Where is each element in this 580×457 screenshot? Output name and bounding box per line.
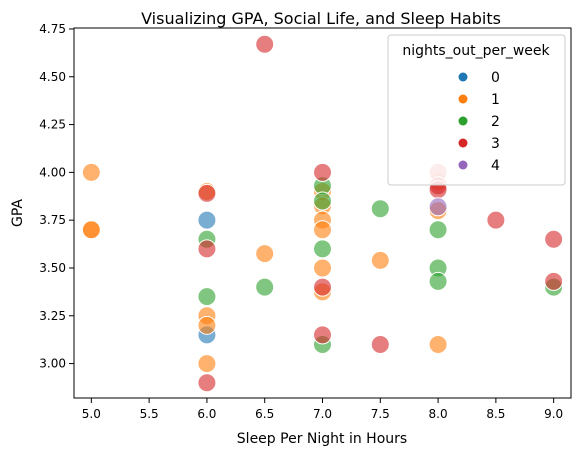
data-point	[197, 183, 217, 203]
legend-entries: 0 1 2 3 4	[458, 70, 500, 174]
x-tick-label: 7.0	[313, 407, 332, 421]
x-tick-label: 5.5	[140, 407, 159, 421]
data-point	[544, 271, 564, 291]
data-point	[255, 277, 275, 297]
legend-marker	[458, 116, 468, 126]
data-point	[370, 334, 390, 354]
legend-marker	[458, 94, 468, 104]
data-point	[197, 287, 217, 307]
data-point	[197, 210, 217, 230]
x-axis-label: Sleep Per Night in Hours	[237, 431, 407, 447]
y-tick-label: 4.25	[39, 118, 66, 132]
data-point	[428, 271, 448, 291]
data-point	[81, 162, 101, 182]
y-tick-label: 3.50	[39, 261, 66, 275]
data-point	[255, 34, 275, 54]
data-point	[313, 239, 332, 259]
data-point	[313, 191, 332, 211]
data-point	[313, 277, 332, 297]
data-point	[313, 162, 332, 182]
y-axis-label: GPA	[10, 199, 26, 227]
x-tick-label: 6.5	[255, 407, 274, 421]
legend-label: 1	[491, 92, 500, 108]
chart-title: Visualizing GPA, Social Life, and Sleep …	[141, 9, 501, 28]
legend-title: nights_out_per_week	[402, 43, 550, 59]
y-tick-label: 3.00	[39, 357, 66, 371]
data-points	[81, 34, 564, 393]
y-tick-label: 3.75	[39, 213, 66, 227]
data-point	[428, 197, 448, 217]
data-point	[370, 250, 390, 270]
legend-box	[387, 34, 566, 186]
y-tick-label: 3.25	[39, 309, 66, 323]
y-tick-label: 4.50	[39, 70, 66, 84]
legend-label: 2	[491, 114, 500, 130]
legend-marker	[458, 160, 468, 170]
data-point	[313, 220, 332, 240]
x-tick-label: 8.5	[486, 407, 505, 421]
data-point	[486, 210, 506, 230]
x-tick-label: 8.0	[429, 407, 448, 421]
legend-marker	[458, 72, 468, 82]
data-point	[197, 354, 217, 374]
data-point	[544, 229, 564, 249]
y-tick-label: 4.00	[39, 165, 66, 179]
data-point	[428, 220, 448, 240]
data-point	[255, 244, 275, 264]
y-axis-ticks: 3.00 3.25 3.50 3.75 4.00 4.25 4.50 4.75	[39, 22, 74, 371]
legend-label: 0	[491, 70, 500, 86]
y-tick-label: 4.75	[39, 22, 66, 36]
x-tick-label: 7.5	[371, 407, 390, 421]
data-point	[313, 258, 332, 278]
legend-marker	[458, 138, 468, 148]
legend-label: 4	[491, 158, 500, 174]
x-tick-label: 9.0	[544, 407, 563, 421]
x-tick-label: 6.0	[197, 407, 216, 421]
data-point	[428, 334, 448, 354]
data-point	[197, 315, 217, 335]
data-point	[197, 373, 217, 393]
data-point	[197, 239, 217, 259]
x-axis-ticks: 5.0 5.5 6.0 6.5 7.0 7.5 8.0 8.5 9.0	[82, 398, 563, 421]
legend: nights_out_per_week 0 1 2 3 4	[387, 34, 566, 186]
x-tick-label: 5.0	[82, 407, 101, 421]
data-point	[81, 220, 101, 240]
data-point	[313, 325, 332, 345]
legend-label: 3	[491, 136, 500, 152]
data-point	[370, 199, 390, 219]
